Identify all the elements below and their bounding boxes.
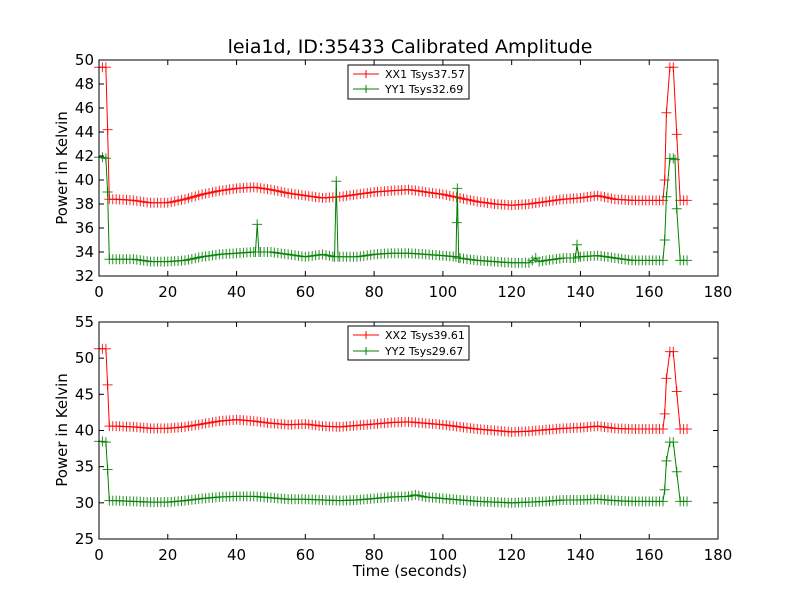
series-line-bottom-1 <box>99 440 688 504</box>
x-tick-label-bottom: 140 <box>566 546 595 564</box>
chart-title: leia1d, ID:35433 Calibrated Amplitude <box>228 36 593 58</box>
y-tick-label-top: 36 <box>75 219 94 237</box>
y-tick-label-bottom: 45 <box>75 385 94 403</box>
legend-top: XX1 Tsys37.57 YY1 Tsys32.69 <box>347 64 470 100</box>
legend-marker-yy2 <box>362 347 370 355</box>
y-tick-label-top: 38 <box>75 195 94 213</box>
y-tick-label-bottom: 40 <box>75 422 94 440</box>
y-tick-label-top: 48 <box>75 75 94 93</box>
legend-box-bottom <box>347 325 470 361</box>
subplot-bottom: 0 20 40 60 80 100 120 140 160 180 25 30 35 40 45 50 55 P… <box>53 313 732 580</box>
subplot-top: leia1d, ID:35433 Calibrated Amplitude 0 2… <box>53 36 732 301</box>
y-tick-label-top: 44 <box>75 123 94 141</box>
x-tick-label-top: 180 <box>704 283 733 301</box>
x-tick-label-bottom: 20 <box>158 546 177 564</box>
legend-label-yy1: YY1 Tsys32.69 <box>384 83 463 96</box>
x-tick-label-bottom: 40 <box>227 546 246 564</box>
y-axis-label-top: Power in Kelvin <box>53 111 71 225</box>
legend-box-top <box>347 64 470 100</box>
series-line-top-1 <box>99 156 688 264</box>
x-tick-label-top: 20 <box>158 283 177 301</box>
y-tick-label-top: 32 <box>75 267 94 285</box>
x-tick-label-top: 140 <box>566 283 595 301</box>
x-tick-label-bottom: 100 <box>429 546 458 564</box>
x-tick-label-top: 40 <box>227 283 246 301</box>
legend-marker-xx2 <box>362 331 370 339</box>
series-markers-top-1 <box>94 152 693 268</box>
x-axis-label: Time (seconds) <box>352 562 468 580</box>
y-tick-label-bottom: 35 <box>75 458 94 476</box>
x-tick-label-bottom: 80 <box>365 546 384 564</box>
x-tick-label-top: 100 <box>429 283 458 301</box>
series-line-bottom-0 <box>99 348 688 433</box>
y-tick-label-bottom: 55 <box>75 313 94 331</box>
x-tick-label-bottom: 60 <box>296 546 315 564</box>
legend-label-xx1: XX1 Tsys37.57 <box>385 68 465 81</box>
y-tick-label-bottom: 30 <box>75 494 94 512</box>
y-tick-label-top: 50 <box>75 51 94 69</box>
series-markers-bottom-1 <box>94 436 693 508</box>
x-tick-label-bottom: 160 <box>635 546 664 564</box>
legend-marker-yy1 <box>362 85 370 93</box>
x-tick-label-top: 120 <box>497 283 526 301</box>
x-tick-label-top: 80 <box>365 283 384 301</box>
x-tick-label-bottom: 0 <box>94 546 104 564</box>
y-axis-label-bottom: Power in Kelvin <box>53 373 71 487</box>
x-tick-label-bottom: 120 <box>497 546 526 564</box>
y-tick-label-top: 34 <box>75 243 94 261</box>
x-tick-label-top: 60 <box>296 283 315 301</box>
x-tick-label-bottom: 180 <box>704 546 733 564</box>
legend-label-yy2: YY2 Tsys29.67 <box>384 345 463 358</box>
legend-label-xx2: XX2 Tsys39.61 <box>385 329 465 342</box>
plot-frame-top <box>98 59 719 277</box>
x-tick-label-top: 160 <box>635 283 664 301</box>
y-tick-label-bottom: 50 <box>75 349 94 367</box>
y-tick-label-top: 46 <box>75 99 94 117</box>
y-tick-label-bottom: 25 <box>75 530 94 548</box>
legend-marker-xx1 <box>362 70 370 78</box>
y-tick-label-top: 42 <box>75 147 94 165</box>
x-tick-label-top: 0 <box>94 283 104 301</box>
legend-bottom: XX2 Tsys39.61 YY2 Tsys29.67 <box>347 325 470 361</box>
y-tick-label-top: 40 <box>75 171 94 189</box>
